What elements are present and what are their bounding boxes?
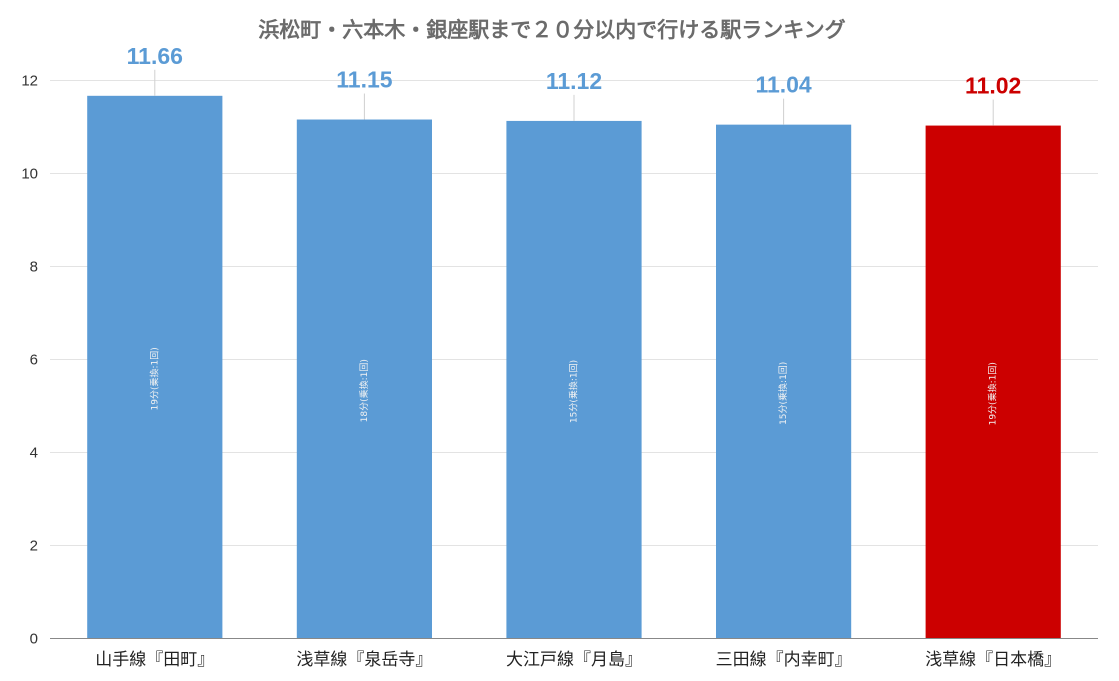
value-label: 11.04 <box>755 72 811 98</box>
category-label: 三田線『内幸町』 <box>716 650 852 670</box>
category-label: 山手線『田町』 <box>95 650 214 670</box>
bar-inner-label: 19分(乗換:1回) <box>148 347 160 410</box>
y-tick-label: 6 <box>30 352 38 369</box>
y-tick-label: 12 <box>21 73 38 90</box>
bar <box>925 125 1061 638</box>
chart-title: 浜松町・六本木・銀座駅まで２０分以内で行ける駅ランキング <box>258 18 845 42</box>
bar <box>716 124 852 638</box>
y-tick-label: 2 <box>30 538 38 555</box>
value-label: 11.66 <box>127 43 183 69</box>
y-tick-label: 4 <box>30 445 38 462</box>
category-label: 浅草線『日本橋』 <box>925 650 1061 670</box>
bar-inner-label: 18分(乗換:1回) <box>358 359 370 422</box>
bar-inner-label: 15分(乗換:1回) <box>777 362 789 425</box>
y-tick-label: 0 <box>30 631 38 648</box>
bar-inner-label: 15分(乗換:1回) <box>568 360 580 423</box>
bar <box>87 95 223 638</box>
y-axis-ticks: 0 2 4 6 8 10 12 <box>21 73 38 648</box>
value-label: 11.12 <box>546 68 602 94</box>
x-axis-categories: 山手線『田町』 浅草線『泉岳寺』 大江戸線『月島』 三田線『内幸町』 浅草線『日本橋』 <box>95 650 1061 670</box>
y-tick-label: 8 <box>30 259 38 276</box>
bars <box>87 95 1061 639</box>
value-label: 11.15 <box>336 67 392 93</box>
category-label: 大江戸線『月島』 <box>506 650 642 670</box>
bar <box>506 120 642 639</box>
value-label: 11.02 <box>965 73 1021 99</box>
bar <box>296 119 432 638</box>
bar-inner-label: 19分(乗換:1回) <box>987 362 999 425</box>
category-label: 浅草線『泉岳寺』 <box>296 650 432 670</box>
data-labels: 11.66 19分(乗換:1回) 11.15 18分(乗換:1回) 11.12 15分(乗… <box>127 43 1022 426</box>
y-tick-label: 10 <box>21 166 38 183</box>
